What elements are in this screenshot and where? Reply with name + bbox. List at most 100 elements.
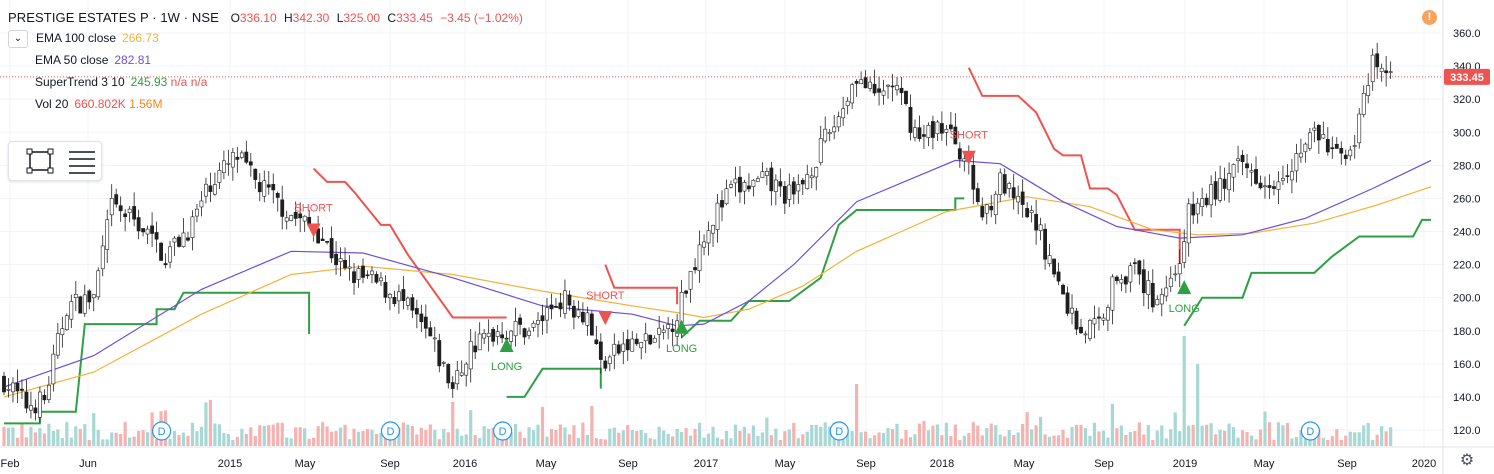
chevron-down-icon[interactable]: ⌄ [8, 29, 28, 48]
candle-body [621, 343, 626, 352]
volume-bar [1267, 422, 1272, 446]
candle-body [105, 219, 110, 250]
candle-body [1034, 214, 1039, 231]
candle-body [1240, 154, 1245, 162]
candle-body [1254, 169, 1258, 184]
drawing-toolbox [8, 141, 102, 181]
volume-bar [680, 432, 684, 446]
candle-body [1052, 258, 1056, 275]
candle-body [975, 188, 980, 202]
x-tick-label: 2018 [930, 458, 954, 470]
volume-bar [1339, 439, 1343, 446]
low-value: 325.00 [343, 11, 381, 25]
volume-bar [724, 430, 729, 446]
rectangle-tool-icon[interactable] [23, 146, 59, 176]
volume-bar [715, 437, 720, 446]
volume-bar [1003, 436, 1007, 446]
candle-body [962, 158, 967, 162]
candle-body [150, 225, 154, 234]
candle-body [657, 327, 662, 335]
candle-body [863, 77, 868, 89]
supertrend-extra1: n/a [170, 75, 188, 89]
candle-body [572, 305, 576, 318]
volume-value: 660.802K [74, 97, 126, 111]
candle-body [747, 185, 751, 190]
volume-bar [657, 426, 661, 446]
volume-bar [128, 437, 132, 446]
candle-body [352, 271, 356, 283]
candle-body [1146, 280, 1151, 295]
candle-body [302, 215, 307, 222]
candle-body [1173, 273, 1178, 276]
volume-bar [74, 426, 78, 446]
volume-bar [1074, 425, 1079, 446]
alert-icon[interactable]: ! [1422, 10, 1437, 25]
legend: PRESTIGE ESTATES P · 1W · NSE O336.10 H3… [8, 9, 527, 117]
object-tree-icon[interactable] [63, 146, 99, 176]
y-tick-label: 120.0 [1453, 425, 1481, 437]
candle-body [446, 364, 451, 384]
volume-bar [1348, 431, 1352, 446]
volume-bar [1214, 434, 1218, 446]
candle-body [473, 345, 478, 353]
volume-bar [213, 423, 217, 446]
gear-icon[interactable]: ⚙ [1459, 452, 1475, 469]
candle-body [338, 258, 343, 262]
legend-ema50[interactable]: EMA 50 close 282.81 [8, 51, 527, 73]
candle-body [437, 340, 442, 367]
volume-bar [24, 437, 29, 446]
volume-bar [958, 439, 962, 446]
low-label: L [336, 11, 344, 25]
volume-bar [751, 425, 756, 446]
volume-bar [675, 428, 679, 446]
volume-bar [1043, 434, 1047, 446]
symbol-title[interactable]: PRESTIGE ESTATES P · 1W · NSE [8, 10, 219, 25]
volume-bar [711, 426, 715, 446]
volume-bar [778, 439, 782, 446]
candle-body [213, 184, 217, 195]
volume-bar [424, 429, 428, 446]
candle-body [899, 87, 904, 94]
candle-body [1307, 132, 1312, 149]
candle-body [922, 134, 926, 137]
volume-bar [1263, 411, 1267, 446]
x-tick-label: May [1254, 458, 1275, 470]
candle-body [971, 164, 976, 190]
volume-bar [1353, 432, 1357, 446]
candle-body [316, 228, 321, 244]
volume-bar [603, 439, 607, 446]
volume-bar [935, 424, 939, 446]
candle-body [1330, 147, 1335, 150]
y-tick-label: 240.0 [1453, 227, 1481, 239]
volume-bar [904, 429, 908, 446]
candle-body [666, 324, 671, 329]
volume-bar [1079, 424, 1083, 446]
legend-volume[interactable]: Vol 20 660.802K 1.56M [8, 95, 527, 117]
candle-body [284, 217, 289, 222]
volume-bar [949, 436, 953, 446]
candle-body [1276, 181, 1281, 190]
candle-body [841, 108, 846, 119]
volume-bar [460, 435, 464, 446]
legend-supertrend[interactable]: SuperTrend 3 10 245.93 n/a n/a [8, 73, 527, 95]
volume-bar [1281, 425, 1285, 446]
candle-body [248, 161, 253, 166]
volume-bar [1151, 439, 1155, 446]
volume-bar [522, 437, 527, 446]
volume-bar [96, 429, 100, 446]
volume-bar [895, 423, 899, 446]
candles [2, 42, 1393, 423]
legend-ema100[interactable]: ⌄ EMA 100 close 266.73 [8, 29, 527, 51]
candle-body [329, 238, 334, 259]
volume-bar [231, 439, 235, 446]
candle-body [1070, 307, 1074, 314]
volume-bar [989, 423, 993, 446]
dividend-icon [493, 421, 513, 441]
y-tick-label: 140.0 [1453, 392, 1481, 404]
candle-body [1285, 175, 1290, 177]
volume-bar [38, 428, 42, 446]
volume-bar [796, 438, 800, 446]
candle-body [1366, 85, 1371, 96]
